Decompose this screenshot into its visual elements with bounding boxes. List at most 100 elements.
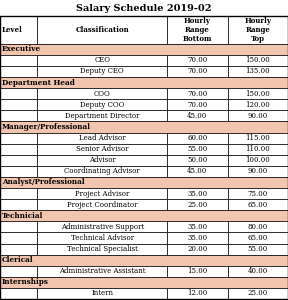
Text: 115.00: 115.00 — [245, 134, 270, 142]
Text: 35.00: 35.00 — [187, 234, 207, 242]
Text: 70.00: 70.00 — [187, 90, 207, 98]
Bar — [228, 288, 288, 299]
Bar — [228, 16, 288, 44]
Text: 50.00: 50.00 — [187, 156, 207, 164]
Text: Administrative Assistant: Administrative Assistant — [59, 267, 145, 275]
Bar — [37, 232, 167, 244]
Bar — [37, 55, 167, 66]
Bar — [167, 244, 228, 255]
Text: Technicial: Technicial — [2, 212, 43, 220]
Bar — [0, 155, 37, 166]
Bar — [37, 16, 167, 44]
Text: Project Advisor: Project Advisor — [75, 190, 129, 198]
Bar — [0, 44, 288, 55]
Text: Senior Advisor: Senior Advisor — [76, 145, 128, 153]
Text: 25.00: 25.00 — [248, 290, 268, 298]
Bar — [228, 99, 288, 110]
Bar — [0, 55, 37, 66]
Bar — [0, 244, 37, 255]
Text: Classification: Classification — [75, 26, 129, 34]
Bar — [0, 122, 288, 133]
Bar — [37, 133, 167, 144]
Bar — [228, 144, 288, 155]
Bar — [228, 155, 288, 166]
Bar — [167, 288, 228, 299]
Bar — [37, 166, 167, 177]
Bar — [37, 199, 167, 210]
Bar — [0, 16, 37, 44]
Text: 35.00: 35.00 — [187, 190, 207, 198]
Text: Internships: Internships — [2, 278, 49, 286]
Text: CEO: CEO — [94, 56, 110, 64]
Text: 65.00: 65.00 — [248, 234, 268, 242]
Text: 75.00: 75.00 — [248, 190, 268, 198]
Text: Technical Advisor: Technical Advisor — [71, 234, 134, 242]
Text: 110.00: 110.00 — [245, 145, 270, 153]
Bar — [37, 110, 167, 122]
Bar — [228, 133, 288, 144]
Bar — [228, 188, 288, 199]
Bar — [0, 188, 37, 199]
Text: 80.00: 80.00 — [248, 223, 268, 231]
Bar — [0, 133, 37, 144]
Text: Deputy COO: Deputy COO — [80, 101, 124, 109]
Bar — [0, 166, 37, 177]
Bar — [37, 244, 167, 255]
Bar — [0, 210, 288, 221]
Text: Deputy CEO: Deputy CEO — [80, 68, 124, 76]
Text: Coordinating Advisor: Coordinating Advisor — [64, 167, 140, 175]
Text: COO: COO — [94, 90, 111, 98]
Text: Technical Specialist: Technical Specialist — [67, 245, 138, 253]
Text: 55.00: 55.00 — [187, 145, 207, 153]
Bar — [167, 110, 228, 122]
Text: Department Director: Department Director — [65, 112, 139, 120]
Bar — [228, 232, 288, 244]
Bar — [228, 110, 288, 122]
Bar — [228, 199, 288, 210]
Text: Advisor: Advisor — [89, 156, 116, 164]
Bar — [167, 66, 228, 77]
Text: 90.00: 90.00 — [248, 167, 268, 175]
Bar — [37, 144, 167, 155]
Text: Clerical: Clerical — [2, 256, 34, 264]
Text: Department Head: Department Head — [2, 79, 75, 87]
Text: 40.00: 40.00 — [248, 267, 268, 275]
Bar — [167, 166, 228, 177]
Bar — [228, 244, 288, 255]
Text: 35.00: 35.00 — [187, 223, 207, 231]
Text: 15.00: 15.00 — [187, 267, 207, 275]
Text: Manager/Professional: Manager/Professional — [2, 123, 91, 131]
Bar — [228, 166, 288, 177]
Text: Administrative Support: Administrative Support — [60, 223, 144, 231]
Bar — [0, 110, 37, 122]
Text: 100.00: 100.00 — [245, 156, 270, 164]
Bar — [0, 255, 288, 266]
Text: 70.00: 70.00 — [187, 56, 207, 64]
Text: 120.00: 120.00 — [245, 101, 270, 109]
Text: 150.00: 150.00 — [245, 56, 270, 64]
Text: Intern: Intern — [91, 290, 113, 298]
Bar — [37, 88, 167, 99]
Bar — [167, 133, 228, 144]
Text: Hourly
Range
Bottom: Hourly Range Bottom — [183, 17, 212, 43]
Text: 150.00: 150.00 — [245, 90, 270, 98]
Bar — [37, 155, 167, 166]
Bar — [167, 144, 228, 155]
Bar — [0, 221, 37, 233]
Bar — [0, 88, 37, 99]
Bar — [0, 144, 37, 155]
Text: 25.00: 25.00 — [187, 201, 207, 209]
Bar — [228, 221, 288, 233]
Bar — [167, 16, 228, 44]
Bar — [228, 266, 288, 277]
Text: 90.00: 90.00 — [248, 112, 268, 120]
Text: Executive: Executive — [2, 45, 41, 53]
Text: Level: Level — [2, 26, 23, 34]
Bar — [167, 99, 228, 110]
Bar — [167, 188, 228, 199]
Bar — [0, 177, 288, 188]
Bar — [167, 232, 228, 244]
Bar — [167, 221, 228, 233]
Text: 60.00: 60.00 — [187, 134, 207, 142]
Bar — [167, 55, 228, 66]
